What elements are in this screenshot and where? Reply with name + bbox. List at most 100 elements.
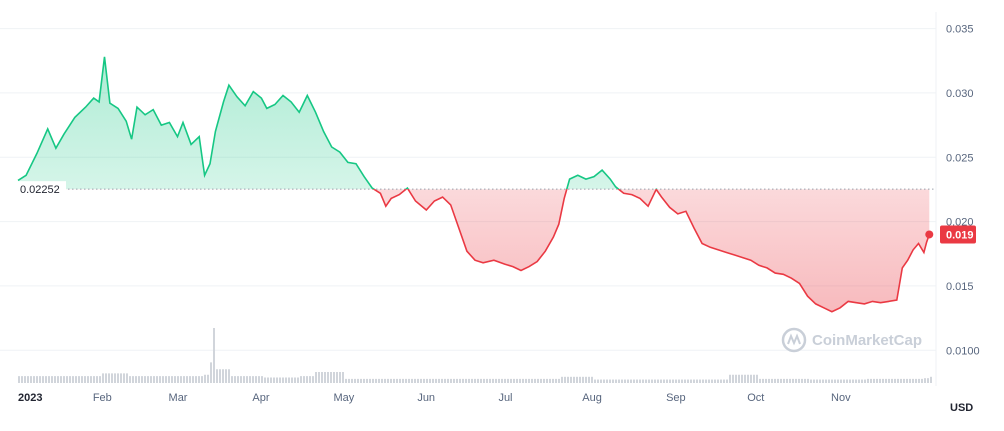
volume-bar	[402, 378, 404, 383]
baseline-label-text: 0.02252	[20, 184, 60, 196]
x-tick-label: Feb	[93, 392, 112, 404]
volume-bar	[825, 379, 827, 383]
volume-bar	[210, 362, 212, 383]
volume-bar	[873, 378, 875, 383]
x-tick-label: Mar	[169, 392, 188, 404]
volume-bar	[846, 379, 848, 383]
volume-bar	[573, 376, 575, 383]
volume-bar	[789, 378, 791, 383]
volume-bar	[549, 378, 551, 383]
volume-bar	[318, 372, 320, 383]
price-line-above-baseline	[17, 56, 658, 190]
volume-bar	[615, 379, 617, 383]
volume-bar	[171, 376, 173, 383]
volume-bar	[762, 378, 764, 383]
volume-bar	[756, 374, 758, 383]
volume-bar	[264, 377, 266, 383]
volume-bar	[516, 378, 518, 383]
volume-bar	[597, 379, 599, 383]
volume-bar	[351, 378, 353, 383]
volume-bar	[519, 378, 521, 383]
x-tick-label: Nov	[831, 392, 851, 404]
volume-bar	[504, 378, 506, 383]
watermark: CoinMarketCap	[781, 327, 922, 353]
volume-bar	[684, 379, 686, 383]
coinmarketcap-logo-icon	[781, 327, 807, 353]
current-price-tag: 0.019	[940, 225, 976, 244]
volume-bar	[687, 379, 689, 383]
volume-bar	[447, 378, 449, 383]
volume-bar	[735, 374, 737, 383]
volume-bar	[552, 378, 554, 383]
volume-bar	[777, 378, 779, 383]
volume-bar	[525, 378, 527, 383]
y-tick-label: 0.030	[946, 88, 974, 100]
volume-bar	[576, 376, 578, 383]
volume-bar	[903, 378, 905, 383]
volume-bar	[120, 373, 122, 383]
volume-bar	[555, 378, 557, 383]
volume-bar	[816, 379, 818, 383]
volume-bar	[87, 376, 89, 383]
volume-bar	[810, 379, 812, 383]
volume-bar	[423, 378, 425, 383]
volume-bar	[156, 376, 158, 383]
volume-bar	[432, 378, 434, 383]
volume-bar	[297, 377, 299, 383]
volume-bar	[906, 378, 908, 383]
volume-bar	[537, 378, 539, 383]
x-tick-label: Jun	[417, 392, 435, 404]
volume-bar	[534, 378, 536, 383]
volume-bar	[672, 379, 674, 383]
volume-bar	[924, 378, 926, 383]
volume-bar	[465, 378, 467, 383]
volume-bar	[57, 376, 59, 383]
volume-bar	[30, 376, 32, 383]
volume-bar	[93, 376, 95, 383]
volume-bar	[78, 376, 80, 383]
volume-bar	[225, 369, 227, 383]
volume-bar	[579, 376, 581, 383]
volume-bar	[21, 376, 23, 383]
volume-bar	[183, 376, 185, 383]
volume-bar	[378, 378, 380, 383]
volume-bar	[336, 372, 338, 383]
volume-bar	[600, 379, 602, 383]
volume-bar	[645, 379, 647, 383]
volume-bar	[639, 379, 641, 383]
volume-bar	[141, 376, 143, 383]
volume-bar	[24, 376, 26, 383]
volume-bar	[879, 378, 881, 383]
area-below-baseline	[18, 189, 930, 312]
volume-bar	[912, 378, 914, 383]
volume-bar	[213, 328, 215, 383]
volume-bar	[666, 379, 668, 383]
volume-bar	[729, 374, 731, 383]
volume-bar	[261, 376, 263, 383]
volume-bar	[453, 378, 455, 383]
volume-bar	[492, 378, 494, 383]
volume-bar	[63, 376, 65, 383]
volume-bar	[855, 379, 857, 383]
volume-bar	[48, 376, 50, 383]
volume-bar	[153, 376, 155, 383]
volume-bar	[669, 379, 671, 383]
volume-bar	[510, 378, 512, 383]
volume-bar	[795, 378, 797, 383]
volume-bar	[357, 378, 359, 383]
volume-bar	[42, 376, 44, 383]
volume-bar	[885, 378, 887, 383]
volume-bar	[219, 369, 221, 383]
volume-bar	[732, 374, 734, 383]
x-tick-label: Apr	[252, 392, 269, 404]
volume-bar	[750, 374, 752, 383]
volume-bar	[147, 376, 149, 383]
volume-bar	[306, 376, 308, 383]
volume-bar	[528, 378, 530, 383]
volume-bar	[870, 378, 872, 383]
volume-bar	[396, 378, 398, 383]
volume-bar	[126, 373, 128, 383]
volume-bar	[438, 378, 440, 383]
volume-bar	[282, 377, 284, 383]
